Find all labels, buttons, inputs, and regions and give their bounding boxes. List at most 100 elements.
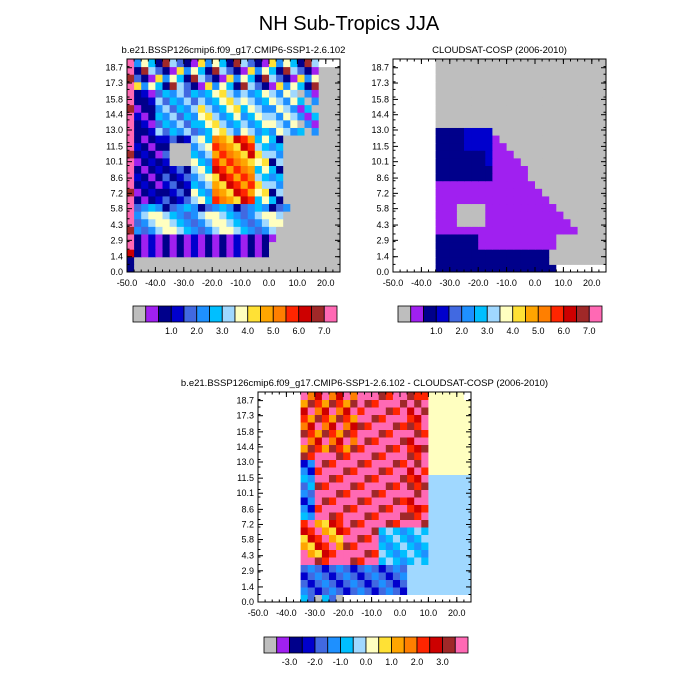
y-tick-label: 10.1: [236, 488, 254, 498]
heatmap-cell: [570, 89, 579, 98]
heatmap-cell: [332, 89, 341, 98]
heatmap-cell: [318, 203, 327, 212]
heatmap-cell: [314, 497, 323, 505]
heatmap-cell: [176, 264, 185, 273]
heatmap-cell: [297, 81, 305, 90]
heatmap-cell: [283, 66, 291, 75]
heatmap-cell: [297, 256, 305, 265]
heatmap-cell: [464, 81, 472, 90]
heatmap-cell: [336, 399, 344, 408]
heatmap-cell: [449, 104, 458, 113]
heatmap-cell: [321, 482, 330, 490]
heatmap-cell: [261, 203, 270, 212]
x-tick-label: -10.0: [361, 608, 382, 618]
heatmap-cell: [385, 452, 394, 460]
heatmap-cell: [141, 104, 149, 113]
heatmap-cell: [393, 195, 401, 205]
heatmap-cell: [485, 89, 493, 98]
heatmap-cell: [378, 429, 387, 438]
heatmap-cell: [321, 459, 330, 468]
heatmap-cell: [265, 549, 273, 558]
heatmap-cell: [141, 203, 149, 212]
heatmap-cell: [198, 180, 206, 189]
heatmap-cell: [279, 542, 287, 550]
heatmap-cell: [385, 467, 394, 475]
heatmap-cell: [563, 157, 571, 166]
heatmap-cell: [463, 542, 472, 550]
heatmap-cell: [456, 587, 465, 595]
heatmap-cell: [314, 564, 323, 573]
heatmap-cell: [414, 173, 422, 182]
heatmap-cell: [414, 203, 422, 212]
heatmap-cell: [556, 226, 564, 235]
colorbar-box: [285, 305, 300, 323]
heatmap-cell: [304, 59, 313, 68]
heatmap-cell: [212, 165, 220, 174]
heatmap-cell: [492, 142, 500, 151]
heatmap-cell: [183, 195, 192, 205]
heatmap-cell: [463, 594, 472, 603]
heatmap-cell: [463, 467, 472, 475]
heatmap-cell: [293, 542, 302, 550]
heatmap-cell: [371, 467, 380, 475]
heatmap-cell: [471, 119, 479, 128]
heatmap-cell: [485, 97, 493, 106]
heatmap-cell: [205, 127, 213, 136]
heatmap-cell: [286, 504, 294, 513]
heatmap-cell: [290, 188, 298, 197]
heatmap-cell: [506, 165, 515, 174]
heatmap-cell: [393, 112, 401, 121]
heatmap-cell: [233, 142, 242, 151]
heatmap-cell: [456, 127, 465, 136]
y-tick-label: 15.8: [371, 94, 389, 104]
heatmap-cell: [527, 112, 536, 121]
heatmap-cell: [535, 218, 543, 227]
heatmap-cell: [407, 104, 415, 113]
heatmap-cell: [183, 165, 192, 174]
heatmap-cell: [155, 173, 163, 182]
heatmap-cell: [563, 233, 571, 243]
heatmap-cell: [286, 474, 294, 483]
heatmap-cell: [247, 89, 256, 98]
heatmap-cell: [176, 203, 185, 212]
heatmap-cell: [198, 218, 206, 227]
heatmap-cell: [392, 497, 401, 505]
heatmap-cell: [513, 165, 522, 174]
heatmap-cell: [332, 112, 341, 121]
heatmap-cell: [400, 127, 408, 136]
heatmap-cell: [556, 157, 564, 166]
heatmap-cell: [350, 512, 358, 520]
colorbar-box: [247, 305, 261, 323]
heatmap-cell: [414, 119, 422, 128]
colorbar-box: [183, 305, 198, 323]
heatmap-cell: [318, 195, 327, 205]
heatmap-cell: [499, 59, 508, 68]
heatmap-cell: [407, 534, 415, 543]
heatmap-cell: [520, 233, 529, 243]
heatmap-cell: [392, 512, 401, 520]
heatmap-cell: [492, 119, 500, 128]
heatmap-cell: [435, 59, 444, 68]
heatmap-cell: [205, 203, 213, 212]
heatmap-cell: [414, 444, 422, 453]
heatmap-cell: [442, 444, 451, 453]
heatmap-cell: [598, 264, 607, 273]
heatmap-cell: [212, 233, 220, 243]
heatmap-cell: [442, 399, 451, 408]
heatmap-cell: [297, 195, 305, 205]
heatmap-cell: [591, 127, 600, 136]
colorbar-label: 6.0: [292, 326, 305, 336]
heatmap-cell: [456, 195, 465, 205]
heatmap-cell: [286, 564, 294, 573]
heatmap-cell: [283, 264, 291, 273]
heatmap-cell: [190, 112, 199, 121]
heatmap-cell: [542, 66, 550, 75]
colorbar-label: 3.0: [216, 326, 229, 336]
heatmap-cell: [258, 407, 266, 415]
heatmap-cell: [577, 264, 586, 273]
heatmap-cell: [314, 519, 323, 528]
heatmap-cell: [563, 89, 571, 98]
heatmap-cell: [428, 444, 436, 453]
heatmap-cell: [162, 173, 171, 182]
heatmap-cell: [584, 135, 593, 144]
